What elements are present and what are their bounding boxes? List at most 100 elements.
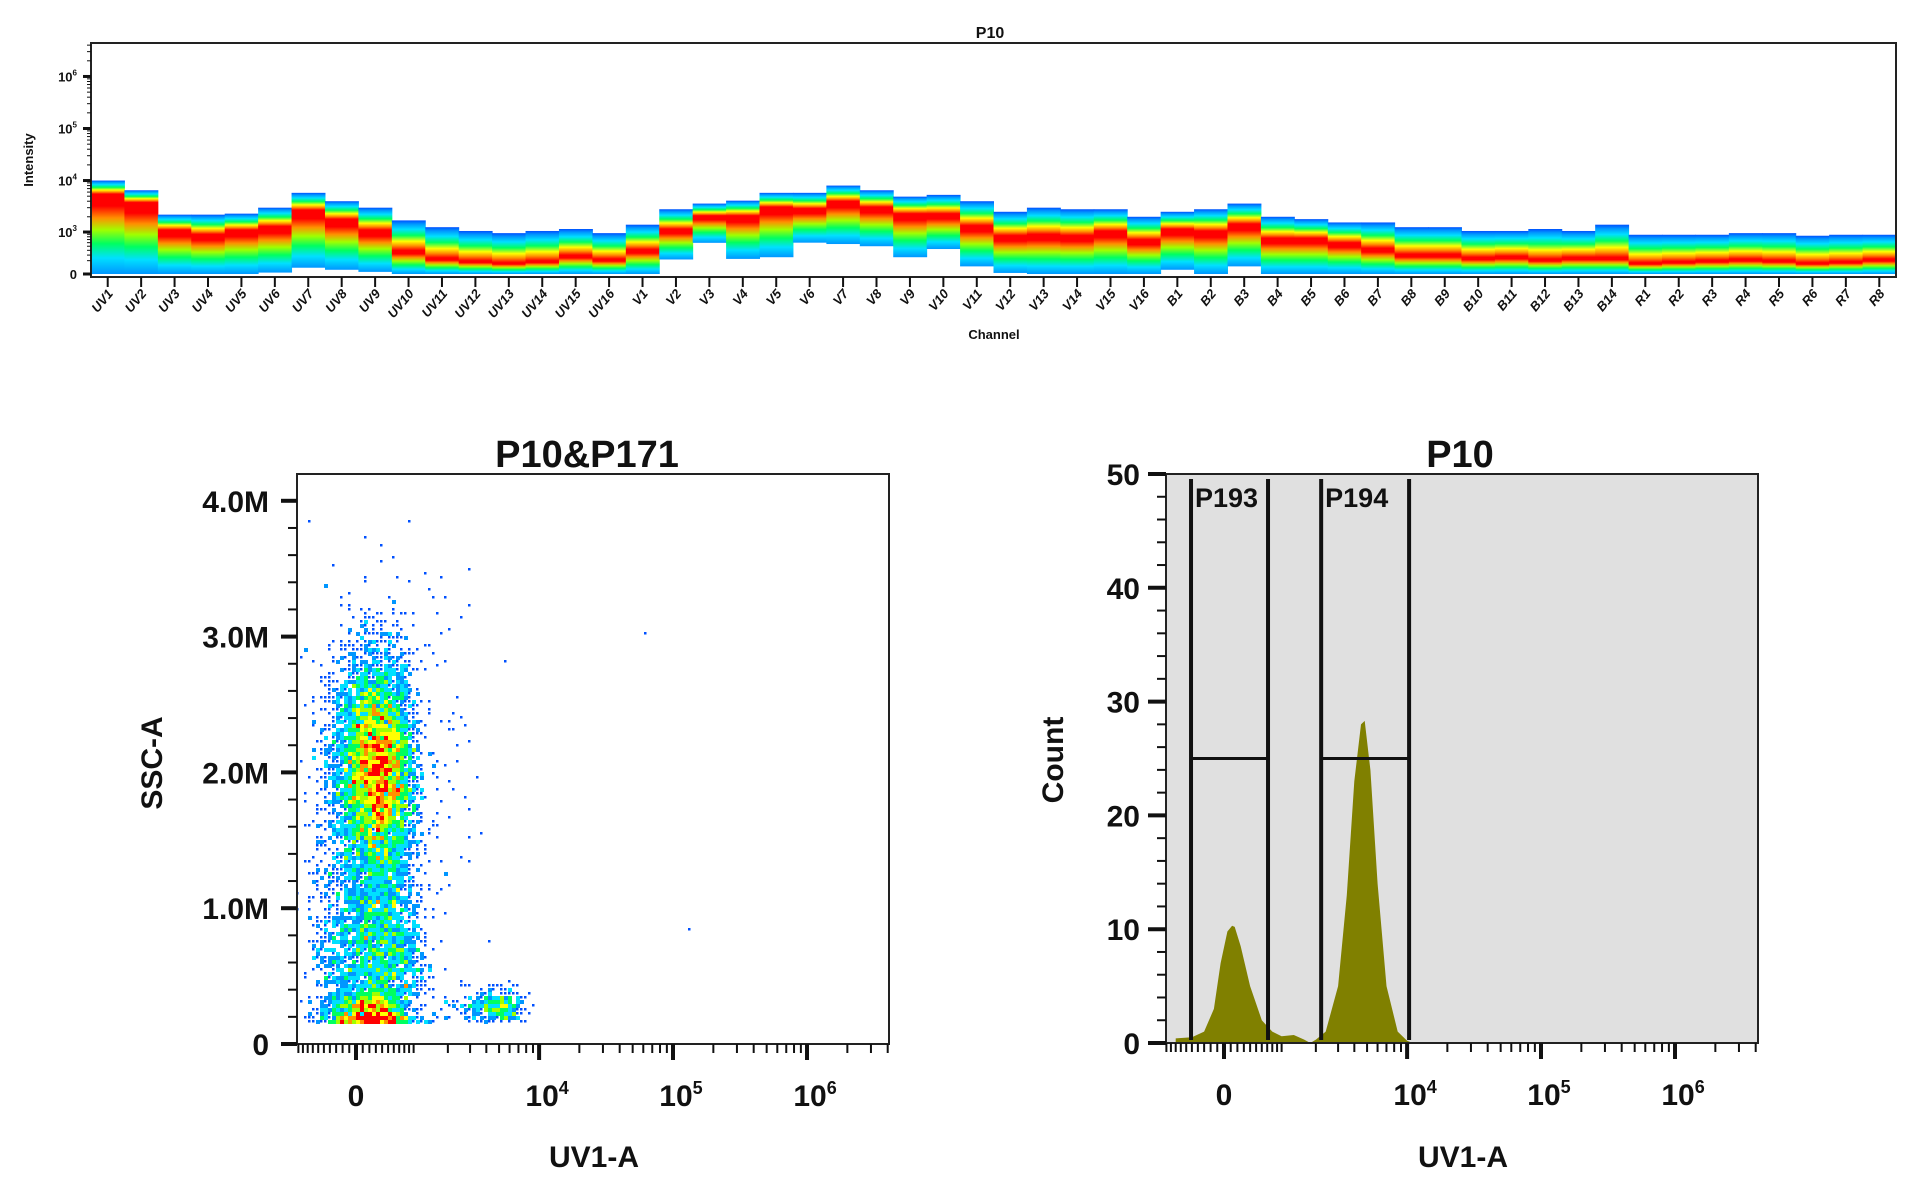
density-cell [384,728,388,732]
density-cell [376,900,380,904]
density-cell [348,956,352,960]
density-cell [344,684,348,688]
density-cell [388,732,392,736]
density-cell [380,960,384,964]
density-cell [336,816,339,819]
density-cell [404,992,407,995]
density-cell [348,760,352,764]
density-cell [396,964,399,967]
histogram-gates[interactable]: P193 P194 [1189,479,1412,1040]
density-cell [384,996,388,1000]
density-cell [384,868,388,872]
density-cell [380,964,384,968]
density-cell [380,800,384,804]
density-cell [400,948,404,952]
density-cell [372,800,376,804]
density-cell [476,1020,479,1023]
density-cell [520,996,523,999]
density-cell [388,660,391,663]
channel-label: V14 [1059,286,1086,314]
density-cell [400,712,404,716]
density-cell [436,776,439,779]
density-cell [344,852,348,856]
channel-label: B9 [1431,286,1454,309]
density-cell [316,916,319,919]
density-cell [392,916,396,920]
density-cell [328,768,331,771]
density-cell [356,780,360,784]
density-cell [388,896,392,900]
density-cell [372,656,376,660]
spectrum-column-B10 [1461,230,1496,274]
density-cell [308,824,311,827]
density-cell [380,852,384,856]
density-cell [388,672,392,676]
density-cell [372,852,376,856]
density-cell [476,996,480,1000]
gate-P193[interactable]: P193 [1189,479,1271,1040]
density-cell [388,752,392,756]
density-cell [368,736,372,740]
density-cell [404,904,408,908]
density-cell [372,944,376,948]
density-cell [396,856,400,860]
gate-P194[interactable]: P194 [1319,479,1412,1040]
density-cell [308,776,311,779]
spectrum-column-B5 [1294,219,1329,274]
channel-label: UV1 [88,286,116,315]
density-cell [312,700,315,703]
density-cell [320,860,323,863]
density-cell [472,1008,476,1012]
density-cell [324,884,328,888]
y-tick-label-base: 10 [58,122,72,137]
density-cell [388,700,392,704]
density-cell [364,768,368,772]
x-tick-label-exponent: 5 [693,1078,703,1098]
density-cell [336,860,340,864]
density-cell [464,1008,468,1012]
density-cell [388,648,391,651]
density-cell [392,912,396,916]
density-cell [352,804,356,808]
density-cell [392,928,396,932]
density-cell [396,824,400,828]
density-cell [380,904,384,908]
density-cell [388,760,392,764]
density-cell [364,968,368,972]
density-cell [396,976,400,980]
density-cell [504,1012,508,1016]
density-cell [344,752,348,756]
density-cell [448,884,451,887]
density-cell [364,660,368,664]
density-cell [404,960,408,964]
density-cell [356,928,360,932]
density-cell [392,968,396,972]
density-cell [360,900,364,904]
density-cell [416,756,420,760]
density-cell [392,768,396,772]
density-cell [400,780,404,784]
density-cell [368,792,372,796]
density-cell [364,640,367,643]
y-tick-label: 103 [58,224,77,240]
density-cell [344,668,347,671]
density-cell [420,764,423,767]
density-cell [384,932,388,936]
density-cell [400,704,403,707]
density-cell [344,648,347,651]
density-cell [512,984,515,987]
density-cell [400,664,404,668]
density-cell [328,700,331,703]
density-cell [388,668,392,672]
density-cell [360,1004,364,1008]
density-cell [336,908,339,911]
density-cell [372,880,376,884]
density-cell [356,760,360,764]
density-cell [384,664,388,668]
density-cell [392,980,395,983]
density-cell [324,980,328,984]
density-cell [356,656,359,659]
density-cell [316,924,320,928]
density-cell [356,1008,360,1012]
density-cell [360,608,363,611]
